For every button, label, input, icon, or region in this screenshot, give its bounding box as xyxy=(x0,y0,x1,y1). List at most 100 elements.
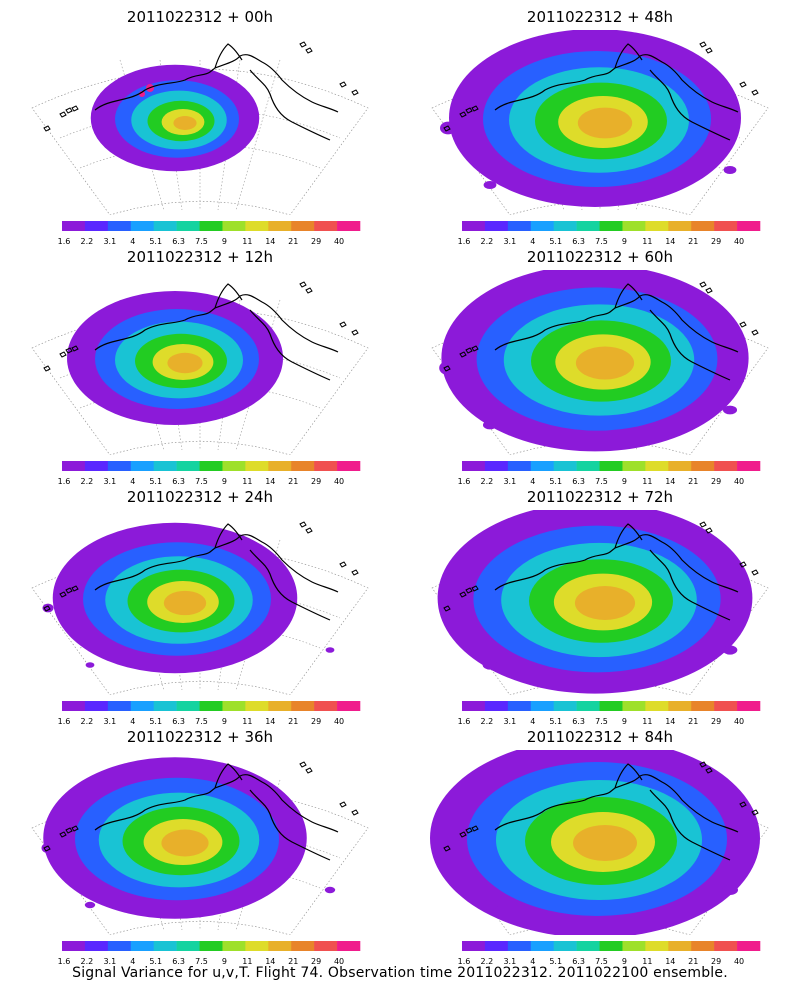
colorbar-label: 5.1 xyxy=(549,477,562,486)
variance-map xyxy=(431,30,769,215)
colorbar-label: 11 xyxy=(242,957,252,966)
coastline xyxy=(614,523,643,549)
variance-contour xyxy=(163,590,207,616)
colorbar-swatch xyxy=(291,701,315,711)
coastline xyxy=(249,789,331,861)
island-outline xyxy=(739,321,747,328)
colorbar-label: 4 xyxy=(530,477,535,486)
colorbar-label: 1.6 xyxy=(58,717,71,726)
panel-title: 2011022312 + 60h xyxy=(526,248,674,266)
colorbar-swatch xyxy=(462,941,486,951)
colorbar-swatch xyxy=(337,941,361,951)
colorbar-label: 9 xyxy=(222,477,227,486)
island-outline xyxy=(71,585,79,592)
colorbar-swatch xyxy=(462,461,486,471)
coastline xyxy=(249,309,331,381)
island-outline xyxy=(339,321,347,328)
variance-contour xyxy=(161,829,209,857)
colorbar-swatch xyxy=(130,221,154,231)
colorbar-label: 40 xyxy=(734,237,744,246)
island-outline xyxy=(59,111,67,118)
colorbar-swatch xyxy=(507,461,532,471)
colorbar-swatch xyxy=(84,221,109,231)
coastline xyxy=(649,309,731,381)
map-panel: 2011022312 + 24h 1.6 2.2 3.1 4 5.1 6.3 7.5 9 11 14… xyxy=(0,480,400,726)
island-outline xyxy=(705,287,713,294)
colorbar-label: 11 xyxy=(642,237,652,246)
island-outline xyxy=(71,825,79,832)
figure-caption: Signal Variance for u,v,T. Flight 74. Ob… xyxy=(72,965,728,981)
variance-contour xyxy=(324,886,336,894)
coastline xyxy=(94,774,339,833)
colorbar-swatch xyxy=(599,221,623,231)
colorbar-swatch xyxy=(245,701,269,711)
colorbar-label: 11 xyxy=(242,477,252,486)
island-outline xyxy=(299,761,307,768)
colorbar-swatch xyxy=(84,701,109,711)
colorbar-swatch xyxy=(462,221,486,231)
colorbar-label: 2.2 xyxy=(481,477,494,486)
colorbar-label: 11 xyxy=(642,957,652,966)
island-outline xyxy=(705,527,713,534)
coastline xyxy=(214,283,243,309)
colorbar-swatch xyxy=(714,941,738,951)
island-outline xyxy=(305,767,313,774)
variance-contour xyxy=(722,645,738,655)
colorbar-swatch xyxy=(599,941,623,951)
colorbar-swatch xyxy=(645,941,669,951)
colorbar: 1.6 2.2 3.1 4 5.1 6.3 7.5 9 11 14 21 29 40 xyxy=(58,701,361,726)
map-panel: 2011022312 + 72h 1.6 2.2 3.1 4 5.1 6.3 7.5 9 11 14… xyxy=(400,480,800,726)
island-outline xyxy=(465,107,473,114)
colorbar: 1.6 2.2 3.1 4 5.1 6.3 7.5 9 11 14 21 29 40 xyxy=(58,461,361,486)
coastline xyxy=(249,549,331,621)
variance-contour xyxy=(722,885,738,895)
colorbar-label: 9 xyxy=(622,957,627,966)
island-outline xyxy=(299,281,307,288)
variance-map xyxy=(31,757,369,935)
map-panel: 2011022312 + 60h 1.6 2.2 3.1 4 5.1 6.3 7.5 9 11 14… xyxy=(400,240,800,486)
coastline xyxy=(494,54,739,113)
colorbar-swatch xyxy=(576,221,600,231)
island-outline xyxy=(739,81,747,88)
colorbar-label: 4 xyxy=(130,477,135,486)
colorbar-swatch xyxy=(645,221,669,231)
colorbar-label: 14 xyxy=(265,477,275,486)
colorbar-label: 29 xyxy=(711,957,721,966)
colorbar-label: 40 xyxy=(734,957,744,966)
variance-contour xyxy=(440,121,456,135)
colorbar-label: 14 xyxy=(265,237,275,246)
variance-map xyxy=(31,521,369,695)
colorbar-label: 29 xyxy=(311,477,321,486)
colorbar-swatch xyxy=(153,221,177,231)
island-outline xyxy=(443,845,451,852)
variance-contour xyxy=(577,107,633,139)
panel-title: 2011022312 + 24h xyxy=(126,488,274,506)
colorbar-swatch xyxy=(62,221,86,231)
panel-title: 2011022312 + 36h xyxy=(126,728,274,746)
colorbar-label: 1.6 xyxy=(458,237,471,246)
island-outline xyxy=(471,105,479,112)
colorbar-swatch xyxy=(291,941,315,951)
colorbar-swatch xyxy=(576,701,600,711)
panel-title: 2011022312 + 84h xyxy=(526,728,674,746)
coastline xyxy=(649,549,731,621)
colorbar-swatch xyxy=(668,701,692,711)
coastline xyxy=(494,774,739,833)
island-outline xyxy=(59,351,67,358)
variance-contour xyxy=(574,586,636,620)
colorbar: 1.6 2.2 3.1 4 5.1 6.3 7.5 9 11 14 21 29 40 xyxy=(58,221,361,246)
colorbar-swatch xyxy=(599,701,623,711)
island-outline xyxy=(305,527,313,534)
variance-contour xyxy=(438,600,458,616)
colorbar-swatch xyxy=(622,941,646,951)
colorbar-swatch xyxy=(268,701,292,711)
colorbar-label: 7.5 xyxy=(595,717,608,726)
map-panel: 2011022312 + 48h 1.6 2.2 3.1 4 5.1 6.3 7.5 9 11 14… xyxy=(400,0,800,246)
variance-map xyxy=(431,510,769,695)
island-outline xyxy=(459,591,467,598)
colorbar-label: 21 xyxy=(288,717,298,726)
map-panel: 2011022312 + 00h 1.6 2.2 3.1 4 5.1 6.3 7.5 9 11 14… xyxy=(0,0,400,246)
colorbar-label: 21 xyxy=(688,957,698,966)
coastline xyxy=(649,789,731,861)
island-outline xyxy=(65,587,73,594)
